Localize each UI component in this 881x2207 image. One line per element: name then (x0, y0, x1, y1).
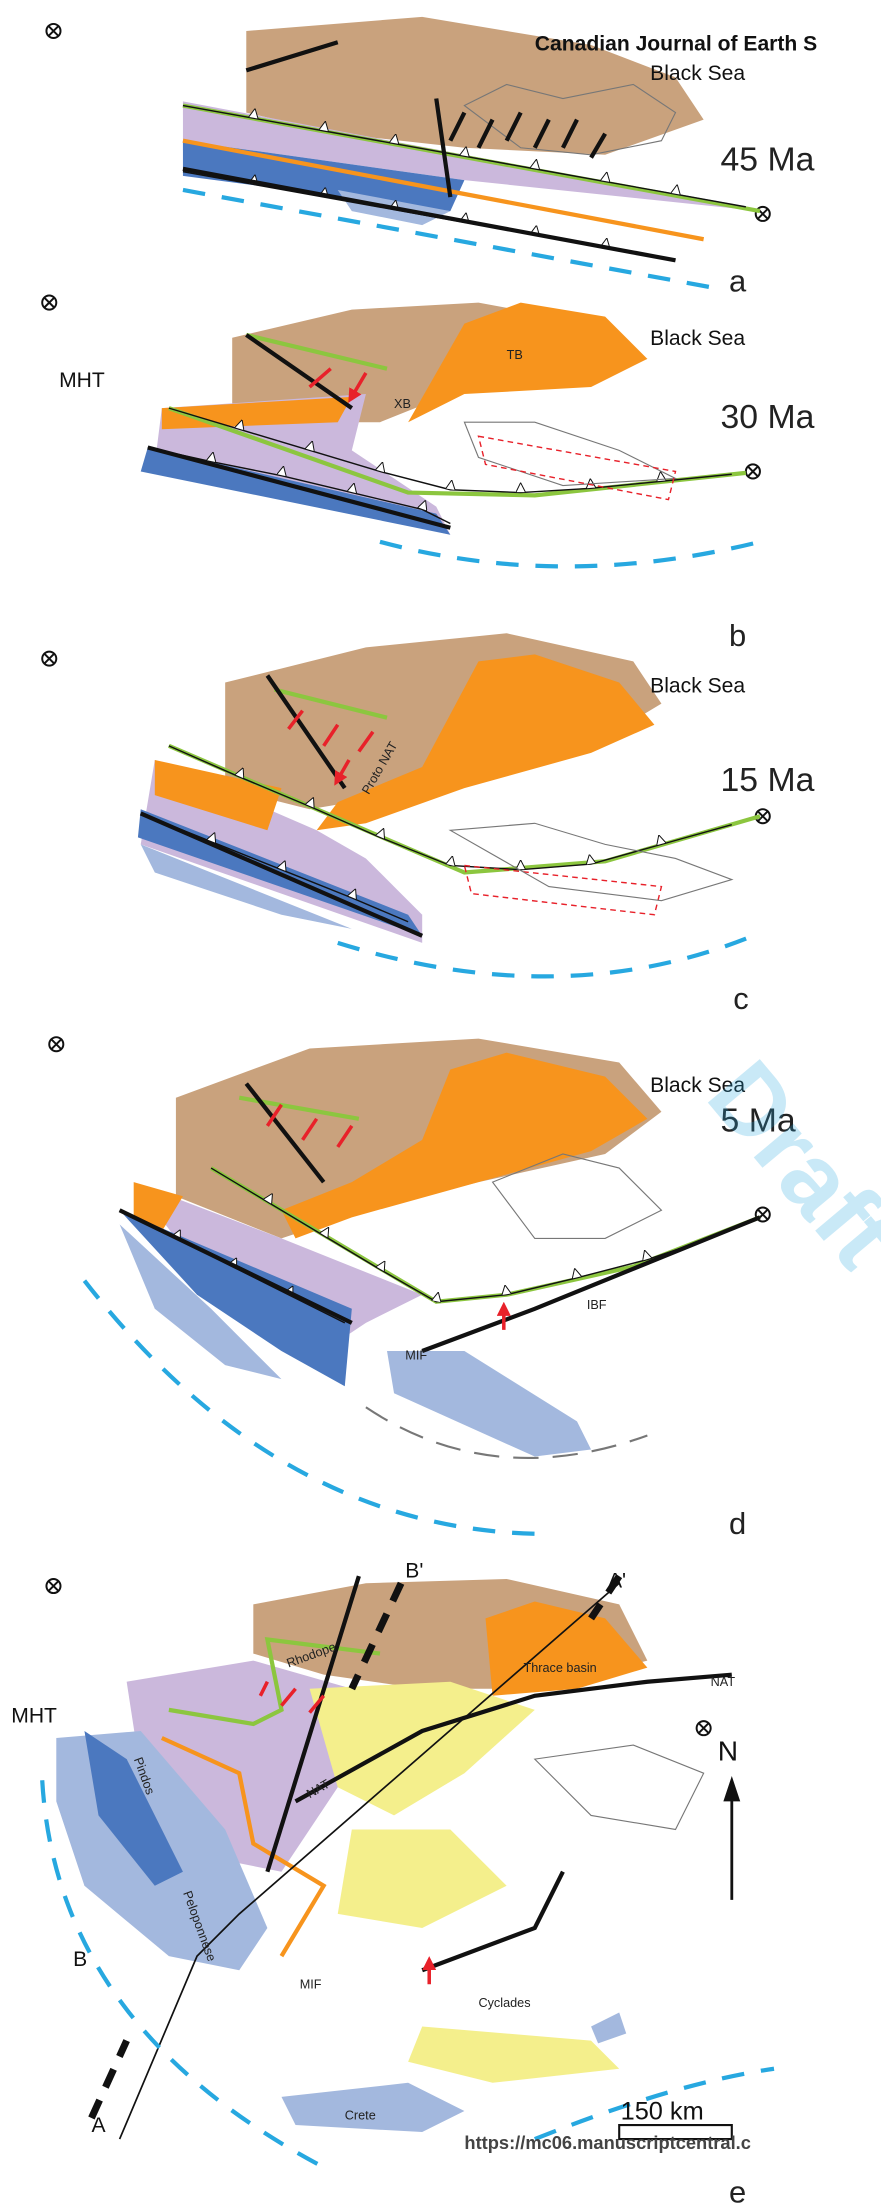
footer-url: https://mc06.manuscriptcentral.c (464, 2132, 750, 2153)
page: Canadian Journal of Earth S Black Sea 45… (0, 0, 881, 2207)
panel-b: Black Sea MHT TB XB 30 Ma b (42, 296, 814, 653)
panel-a: Canadian Journal of Earth S Black Sea 45… (46, 17, 817, 298)
section-label: B' (405, 1560, 423, 1583)
figure: Canadian Journal of Earth S Black Sea 45… (0, 0, 881, 2207)
figure-content: Canadian Journal of Earth S Black Sea 45… (11, 17, 881, 2207)
panel-c: Black Sea Proto NAT 15 Ma c (42, 633, 814, 1016)
north-label: N (718, 1736, 738, 1767)
fault-label: MIF (405, 1348, 427, 1362)
basin-label: TB (507, 348, 523, 362)
panel-d: Black Sea MIF IBF 5 Ma d (49, 1037, 796, 1541)
fault-label: MHT (11, 1705, 57, 1728)
section-label: A' (608, 1569, 626, 1592)
fault-label: MIF (300, 1978, 322, 1992)
panel-label: a (729, 263, 747, 298)
fault-label: NAT (711, 1675, 736, 1689)
panel-label: c (733, 981, 748, 1016)
fault-label: MHT (59, 369, 105, 392)
section-label: B (73, 1948, 87, 1971)
sea-label: Black Sea (650, 327, 745, 350)
age-label: 30 Ma (721, 398, 815, 436)
panel-e: B' A' Rhodope Thrace basin NAT MHT N NAT… (11, 1560, 774, 2207)
region-label: Cyclades (478, 1996, 530, 2010)
region-label: Thrace basin (524, 1661, 597, 1675)
age-label: 15 Ma (721, 761, 815, 799)
panel-label: d (729, 1506, 746, 1541)
section-label: A (91, 2114, 106, 2137)
region-label: Crete (345, 2108, 376, 2122)
age-label: 45 Ma (721, 140, 815, 178)
basin-label: XB (394, 397, 411, 411)
panel-label: b (729, 618, 746, 653)
sea-label: Black Sea (650, 62, 745, 85)
scale-label: 150 km (621, 2097, 704, 2125)
panel-label: e (729, 2174, 746, 2207)
sea-label: Black Sea (650, 674, 745, 697)
fault-label: IBF (587, 1298, 607, 1312)
journal-title: Canadian Journal of Earth S (535, 33, 817, 56)
